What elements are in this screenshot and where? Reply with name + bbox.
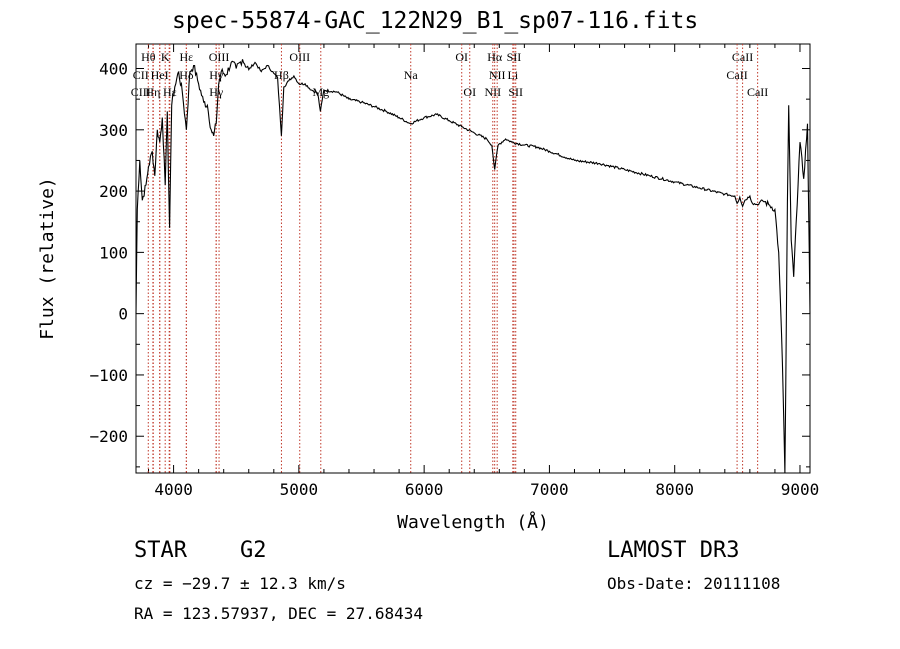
y-tick-label: 200 <box>99 182 128 201</box>
line-label: CII <box>133 68 149 82</box>
line-label: CaII <box>732 50 753 64</box>
y-tick-label: −200 <box>89 427 128 446</box>
object-subclass: G2 <box>240 538 267 563</box>
coordinates: RA = 123.57937, DEC = 27.68434 <box>134 604 423 623</box>
y-axis-label: Flux (relative) <box>37 177 58 340</box>
line-label: SII <box>508 85 523 99</box>
y-tick-label: 0 <box>118 305 128 324</box>
line-label: OIII <box>289 50 310 64</box>
line-label: Na <box>404 68 419 82</box>
spectrum-line <box>135 59 811 474</box>
line-label: NII <box>484 85 501 99</box>
x-tick-label: 6000 <box>405 480 444 499</box>
y-tick-label: 400 <box>99 60 128 79</box>
line-label: HeI <box>151 68 169 82</box>
obs-date: Obs-Date: 20111108 <box>607 574 781 593</box>
line-label: Hε <box>180 50 194 64</box>
x-tick-label: 7000 <box>530 480 569 499</box>
plot-frame <box>135 43 811 474</box>
y-tick-label: −100 <box>89 366 128 385</box>
y-tick-label: 300 <box>99 121 128 140</box>
line-label: Hα <box>487 50 503 64</box>
line-label: CaII <box>726 68 747 82</box>
line-label: Hγ <box>209 85 224 99</box>
x-tick-label: 8000 <box>655 480 694 499</box>
x-tick-label: 9000 <box>781 480 820 499</box>
y-tick-label: 100 <box>99 243 128 262</box>
line-label: Hθ <box>141 50 156 64</box>
line-label: SII <box>507 50 522 64</box>
line-label: NII <box>489 68 506 82</box>
chart-title: spec-55874-GAC_122N29_B1_sp07-116.fits <box>172 8 699 34</box>
line-label: OI <box>463 85 476 99</box>
line-label: Mg <box>312 85 329 99</box>
line-label: K <box>161 50 170 64</box>
x-tick-label: 4000 <box>154 480 193 499</box>
x-tick-label: 5000 <box>280 480 319 499</box>
object-class: STAR <box>134 538 187 563</box>
redshift-readout: cz = −29.7 ± 12.3 km/s <box>134 574 346 593</box>
line-label: CIII <box>131 85 151 99</box>
line-label: OIII <box>209 50 230 64</box>
line-label: CaII <box>747 85 768 99</box>
survey-label: LAMOST DR3 <box>607 538 740 563</box>
line-label: Hη <box>145 85 160 99</box>
line-label: OI <box>455 50 468 64</box>
x-axis-label: Wavelength (Å) <box>397 511 549 533</box>
line-label: Li <box>508 68 519 82</box>
